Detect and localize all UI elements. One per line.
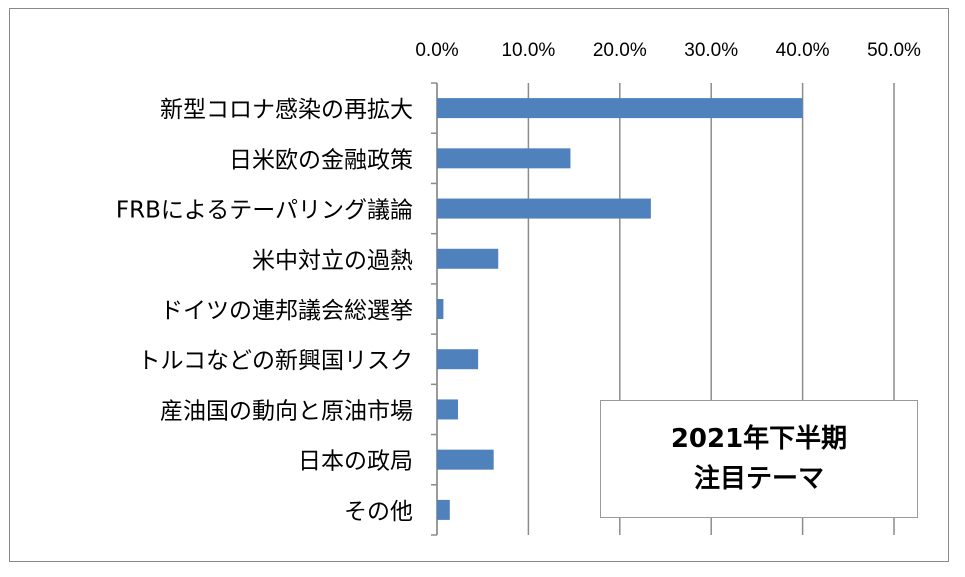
category-label: 日米欧の金融政策 xyxy=(229,147,413,173)
bar xyxy=(437,198,651,219)
bar xyxy=(437,248,499,269)
bar xyxy=(437,148,571,169)
category-label: トルコなどの新興国リスク xyxy=(137,348,413,374)
bars xyxy=(437,98,803,520)
x-tick-label: 30.0% xyxy=(684,40,738,61)
category-label: その他 xyxy=(344,499,413,525)
category-label: 産油国の動向と原油市場 xyxy=(160,398,413,424)
bar xyxy=(437,499,450,520)
category-label: 日本の政局 xyxy=(298,449,413,475)
bar xyxy=(437,449,494,470)
bar xyxy=(437,299,444,319)
x-tick-label: 50.0% xyxy=(867,40,921,61)
bar xyxy=(437,349,479,370)
category-label: 米中対立の過熱 xyxy=(252,248,413,274)
x-tick-label: 40.0% xyxy=(776,40,830,61)
x-axis-ticks: 0.0% 10.0% 20.0% 30.0% 40.0% 50.0% xyxy=(415,40,921,61)
category-label: FRBによるテーパリング議論 xyxy=(116,198,413,224)
x-tick-label: 20.0% xyxy=(593,40,647,61)
x-tick-label: 0.0% xyxy=(415,40,458,61)
chart-title-line-1: 2021年下半期 xyxy=(670,424,848,454)
chart-title-box: 2021年下半期 注目テーマ xyxy=(600,400,918,518)
category-label: 新型コロナ感染の再拡大 xyxy=(160,97,413,123)
chart-title-line-2: 注目テーマ xyxy=(693,464,824,494)
bar xyxy=(437,98,803,119)
category-label: ドイツの連邦議会総選挙 xyxy=(160,298,413,324)
x-tick-label: 10.0% xyxy=(501,40,555,61)
bar xyxy=(437,399,459,420)
